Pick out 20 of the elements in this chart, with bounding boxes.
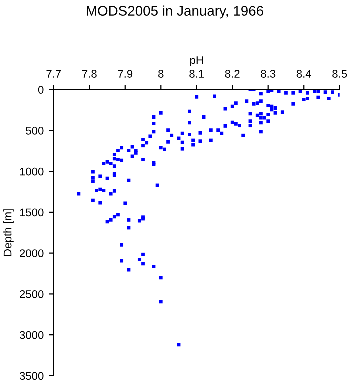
y-axis-title: Depth [m]: [4, 210, 14, 256]
y-tick-label: 2500: [20, 290, 44, 298]
chart-title: MODS2005 in January, 1966: [87, 6, 264, 19]
x-tick-label: 8.5: [332, 70, 348, 78]
y-tick-label: 3000: [20, 331, 44, 340]
x-tick-label: 8: [158, 70, 164, 78]
y-tick-label: 1500: [20, 208, 44, 217]
y-tick-label: 500: [26, 126, 44, 135]
x-tick-label: 8.3: [261, 70, 276, 78]
y-tick-label: 2000: [20, 250, 44, 258]
y-tick-label: 0: [38, 86, 44, 94]
y-tick-label: 3500: [20, 372, 44, 380]
x-tick-label: 8.4: [296, 70, 312, 78]
x-tick-label: 7.8: [82, 70, 97, 78]
x-tick-label: 8.2: [225, 70, 240, 78]
y-tick-label: 1000: [20, 168, 44, 176]
x-tick-label: 7.7: [46, 70, 62, 78]
x-axis-title: pH: [190, 56, 204, 67]
x-tick-label: 8.1: [190, 70, 204, 78]
x-tick-label: 7.9: [118, 70, 133, 78]
